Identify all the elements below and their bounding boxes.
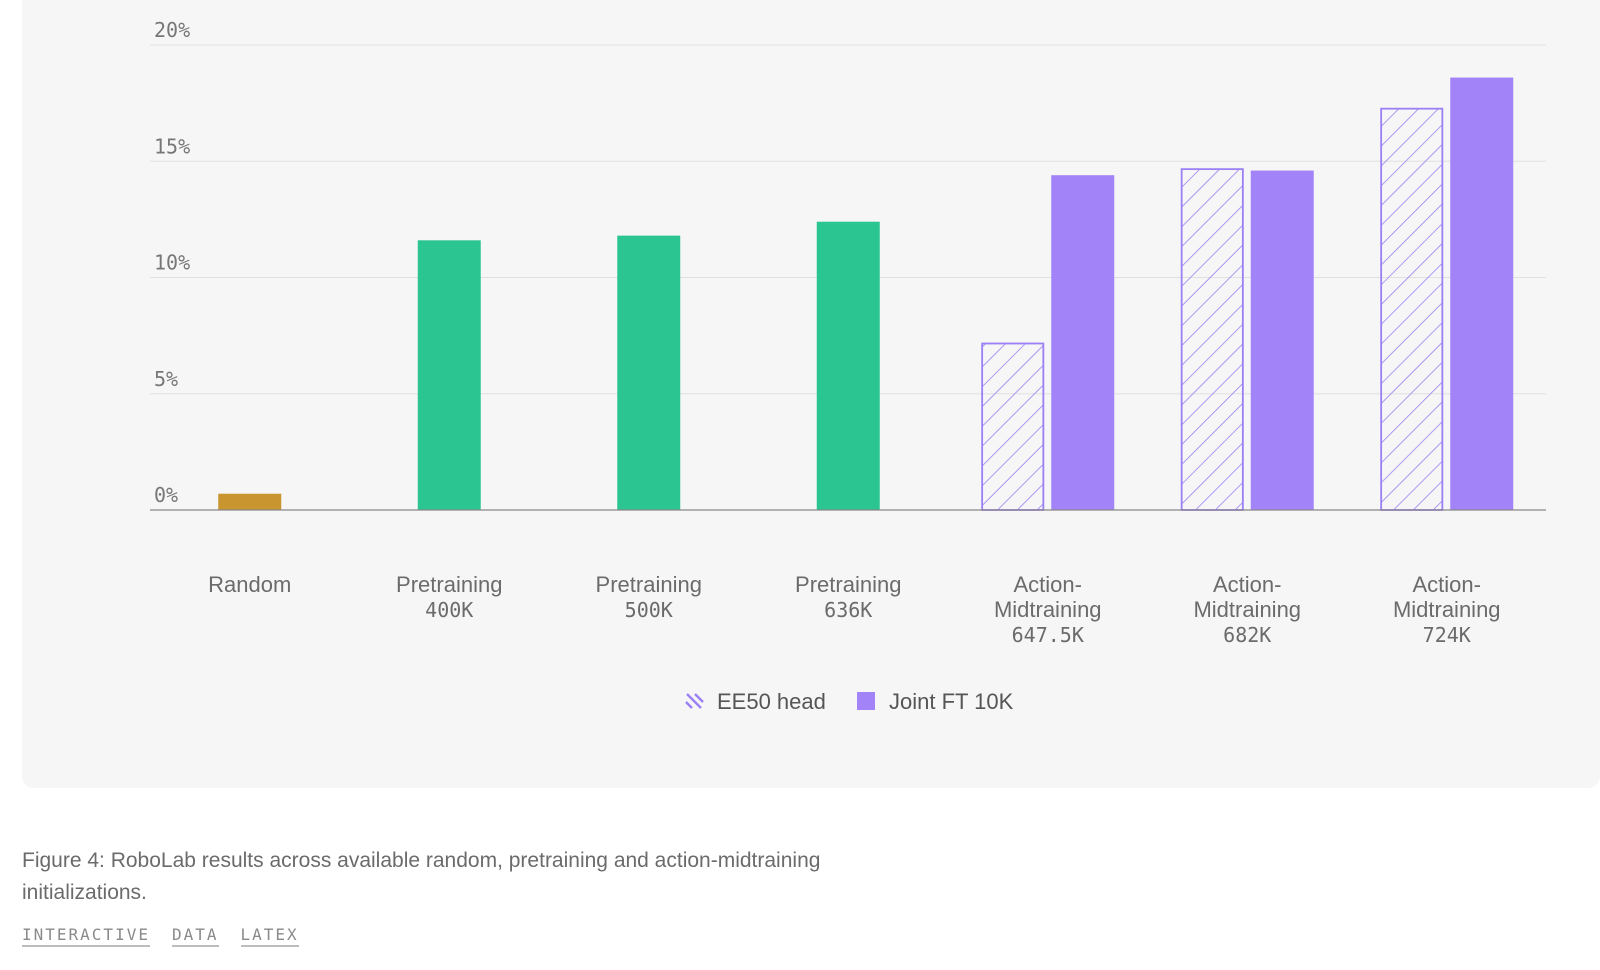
x-category-label: Pretraining	[795, 572, 901, 597]
legend-swatch-solid	[857, 692, 875, 710]
x-category-label: 400K	[425, 598, 473, 622]
legend-label: Joint FT 10K	[889, 689, 1014, 714]
bar-ee50-head	[981, 342, 1045, 511]
bar-ee50-head	[1180, 168, 1244, 511]
x-category-label: 500K	[625, 598, 673, 622]
y-tick-label: 15%	[154, 134, 190, 158]
legend-label: EE50 head	[717, 689, 826, 714]
interactive-link[interactable]: INTERACTIVE	[22, 925, 150, 947]
bar-joint-ft	[1450, 77, 1514, 511]
bar-value	[218, 493, 282, 510]
x-category-label: Midtraining	[994, 597, 1102, 622]
y-tick-label: 10%	[154, 251, 190, 275]
bar-joint-ft	[1250, 170, 1314, 511]
bar-chart: 0%5%10%15%20% Random Pretraining400KPretr…	[150, 18, 1546, 714]
x-category-label: Action-	[1014, 572, 1082, 597]
x-category-label: Pretraining	[596, 572, 702, 597]
y-tick-label: 0%	[154, 483, 178, 507]
bar-value	[617, 235, 681, 510]
bar-joint-ft	[1051, 175, 1115, 510]
x-category-label: Random	[208, 572, 291, 597]
bar-value	[417, 240, 481, 511]
data-link[interactable]: DATA	[171, 925, 219, 947]
x-category-label: 636K	[824, 598, 872, 622]
x-category-label: 647.5K	[1012, 623, 1084, 647]
y-tick-label: 20%	[154, 18, 190, 42]
chart-panel: 0% 5% 10% 15% 20% Random Pretraining 400K Pretr…	[22, 0, 1600, 788]
bar-value	[816, 221, 880, 510]
x-category-label: Midtraining	[1393, 597, 1501, 622]
x-category-label: Action-	[1413, 572, 1481, 597]
figure-links: INTERACTIVE DATA LATEX	[22, 925, 299, 947]
figure-caption: Figure 4: RoboLab results across availab…	[22, 849, 821, 904]
y-tick-label: 5%	[154, 367, 178, 391]
x-category-label: Midtraining	[1193, 597, 1301, 622]
x-category-label: Pretraining	[396, 572, 502, 597]
x-category-label: 724K	[1423, 623, 1471, 647]
latex-link[interactable]: LATEX	[240, 925, 299, 947]
x-category-label: Action-	[1213, 572, 1281, 597]
x-category-label: 682K	[1223, 623, 1271, 647]
bar-ee50-head	[1380, 107, 1444, 511]
legend-swatch-hatched	[685, 693, 704, 709]
